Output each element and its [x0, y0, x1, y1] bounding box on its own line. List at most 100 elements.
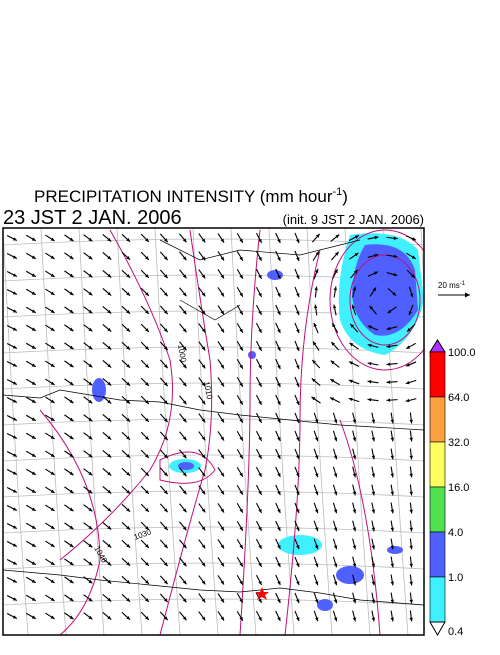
wind-arrow-head	[258, 562, 262, 567]
wind-arrow-head	[31, 417, 36, 421]
wind-arrow-head	[31, 615, 36, 619]
wind-arrow-head	[390, 581, 395, 586]
wind-arrow-head	[220, 382, 225, 387]
wind-arrow-head	[182, 580, 187, 585]
wind-arrow-head	[88, 345, 93, 350]
wind-arrow-head	[69, 309, 74, 314]
wind-arrow-head	[88, 363, 93, 368]
wind-arrow-head	[352, 563, 357, 568]
wind-arrow-head	[69, 381, 74, 386]
wind-arrow-head	[374, 253, 379, 258]
wind-arrow-head	[12, 273, 17, 277]
wind-arrow-head	[390, 437, 395, 442]
wind-arrow-head	[12, 381, 17, 385]
wind-arrow-head	[296, 473, 300, 478]
wind-arrow-head	[258, 274, 262, 279]
wind-arrow-head	[163, 256, 168, 261]
wind-arrow-head	[201, 490, 206, 495]
wind-arrow-head	[277, 598, 281, 603]
wind-arrow-head	[163, 490, 168, 495]
wind-arrow-head	[69, 345, 74, 350]
wind-arrow-head	[277, 238, 281, 243]
title-text: PRECIPITATION INTENSITY (mm hour	[34, 187, 333, 206]
wind-arrow-head	[367, 361, 372, 366]
wind-arrow-head	[107, 381, 112, 386]
contour-label: 1010	[202, 381, 214, 401]
wind-arrow-head	[239, 346, 243, 351]
wind-arrow-head	[296, 275, 300, 280]
coast	[179, 299, 241, 321]
colorbar-label: 0.4	[448, 626, 463, 638]
wind-arrow-head	[333, 473, 338, 478]
wind-arrow-head	[392, 291, 397, 296]
wind-arrow-head	[163, 526, 168, 531]
wind-arrow-head	[333, 509, 338, 514]
wind-arrow-head	[352, 581, 357, 586]
isobars	[39, 229, 424, 635]
wind-arrow-head	[367, 343, 372, 348]
colorbar-label: 100.0	[448, 347, 476, 359]
wind-arrow-head	[182, 490, 187, 495]
wind-arrow-head	[408, 311, 412, 316]
wind-arrow-head	[163, 580, 168, 585]
wind-arrow-head	[411, 274, 415, 278]
wind-arrow-head	[405, 398, 410, 403]
wind-arrow-head	[333, 455, 338, 460]
border	[3, 569, 424, 606]
wind-arrow-head	[312, 341, 317, 346]
wind-arrow-head	[220, 274, 225, 279]
wind-arrow-head	[201, 382, 206, 387]
wind-arrow-head	[220, 454, 225, 459]
wind-arrow-head	[296, 581, 300, 586]
wind-arrow-head	[277, 562, 281, 567]
wind-arrow-head	[220, 292, 225, 297]
wind-arrow-head	[296, 383, 300, 388]
wind-arrow-head	[390, 419, 395, 424]
wind-arrow-head	[12, 345, 17, 349]
wind-arrow-head	[201, 328, 206, 333]
wind-arrow-head	[107, 471, 112, 476]
wind-arrow-head	[314, 419, 319, 424]
wind-arrow-head	[145, 364, 149, 368]
wind-arrow-head	[126, 345, 131, 350]
wind-arrow-head	[371, 599, 376, 604]
wind-arrow-head	[163, 400, 168, 405]
colorbar-label: 16.0	[448, 482, 469, 494]
wind-arrow-head	[330, 379, 335, 383]
parallel	[3, 562, 424, 570]
precip-area	[317, 599, 333, 611]
precip-area	[278, 535, 322, 555]
wind-arrow-head	[296, 437, 300, 442]
wind-arrow-head	[50, 597, 55, 601]
wind-arrow-head	[31, 327, 36, 331]
wind-arrow-head	[50, 561, 55, 565]
wind-arrow-head	[107, 561, 112, 566]
wind-arrow-head	[163, 328, 168, 333]
wind-arrow-head	[163, 562, 168, 567]
wind-arrow-head	[145, 526, 149, 530]
wind-arrow-head	[296, 311, 300, 316]
wind-arrow-head	[348, 397, 353, 402]
wind-arrow-head	[352, 509, 357, 514]
wind-arrow-head	[386, 398, 391, 402]
wind-arrow-head	[258, 418, 262, 423]
wind-arrow-head	[330, 360, 335, 365]
wind-arrow-head	[182, 382, 187, 387]
wind-arrow-head	[145, 544, 149, 548]
wind-arrow-head	[352, 455, 357, 460]
wind-arrow-head	[409, 617, 413, 622]
wind-arrow-head	[69, 561, 74, 566]
wind-arrow-head	[409, 419, 413, 424]
wind-arrow-head	[126, 327, 131, 332]
wind-arrow-head	[126, 489, 131, 494]
wind-arrow-head	[69, 327, 74, 332]
wind-arrow-head	[145, 598, 149, 602]
wind-arrow-head	[12, 399, 17, 403]
wind-arrow-head	[315, 251, 319, 256]
wind-arrow-head	[88, 507, 93, 512]
wind-arrow-head	[372, 287, 377, 292]
wind-arrow-head	[411, 255, 416, 259]
wind-arrow-head	[390, 455, 395, 460]
wind-arrow-head	[88, 417, 93, 422]
wind-arrow-head	[277, 544, 281, 549]
